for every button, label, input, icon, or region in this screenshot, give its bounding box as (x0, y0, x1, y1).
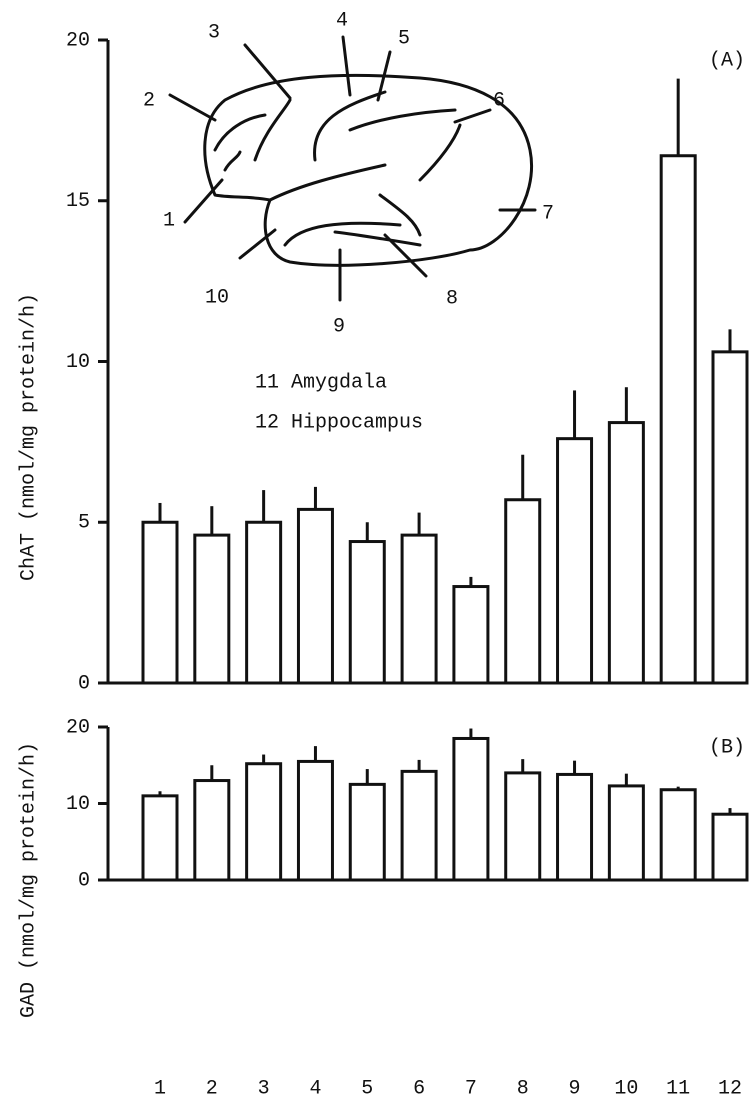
bar (193, 533, 231, 685)
region-number: 2 (143, 89, 155, 112)
region-number: 7 (542, 202, 554, 225)
x-tick-label: 10 (614, 1077, 638, 1100)
x-tick-label: 4 (309, 1077, 321, 1100)
x-tick-label: 5 (361, 1077, 373, 1100)
y-axis-label: ChAT (nmol/mg protein/h) (17, 293, 40, 581)
bar (296, 759, 334, 882)
y-tick-label: 5 (78, 512, 90, 535)
region-number: 5 (398, 27, 410, 50)
bar (296, 507, 334, 685)
x-tick-label: 1 (154, 1077, 166, 1100)
bar (607, 784, 645, 882)
y-tick-label: 15 (66, 190, 90, 213)
panel-label: (B) (709, 736, 745, 759)
bar (245, 520, 283, 685)
bar (193, 779, 231, 882)
x-tick-label: 2 (206, 1077, 218, 1100)
bar (504, 498, 542, 685)
region-number: 1 (163, 209, 175, 232)
bar (659, 788, 697, 882)
panel-label: (A) (709, 49, 745, 72)
bar (245, 762, 283, 882)
bar (141, 794, 179, 882)
y-tick-label: 20 (66, 29, 90, 52)
x-tick-label: 6 (413, 1077, 425, 1100)
bar (711, 812, 749, 882)
brain-sulci (213, 90, 462, 247)
bar (659, 154, 697, 685)
region-number: 3 (208, 21, 220, 44)
x-tick-label: 8 (517, 1077, 529, 1100)
bar (400, 769, 438, 882)
y-axis-label: GAD (nmol/mg protein/h) (17, 742, 40, 1018)
legend-text: 11 Amygdala (255, 371, 387, 394)
bar (348, 782, 386, 882)
x-tick-label: 3 (258, 1077, 270, 1100)
region-number: 6 (493, 89, 505, 112)
x-tick-label: 7 (465, 1077, 477, 1100)
bar (348, 540, 386, 685)
bar (711, 350, 749, 685)
bar (452, 736, 490, 882)
region-number: 10 (205, 286, 229, 309)
bar (504, 771, 542, 882)
bar (452, 585, 490, 685)
x-tick-label: 9 (569, 1077, 581, 1100)
y-tick-label: 10 (66, 351, 90, 374)
x-tick-label: 11 (666, 1077, 690, 1100)
x-tick-label: 12 (718, 1077, 742, 1100)
y-tick-label: 0 (78, 869, 90, 892)
bar (400, 533, 438, 685)
legend-text: 12 Hippocampus (255, 411, 423, 434)
bar (556, 772, 594, 882)
brain-diagram: 1 2 3 4 5 6 7 8 9 10 11 Amygdala 12 Hipp… (143, 9, 554, 434)
bar (607, 421, 645, 685)
y-tick-label: 0 (78, 672, 90, 695)
y-tick-label: 10 (66, 793, 90, 816)
bar (141, 520, 179, 685)
y-tick-label: 20 (66, 716, 90, 739)
brain-outline (203, 73, 533, 267)
region-number: 9 (333, 315, 345, 338)
bar (556, 437, 594, 685)
region-number: 8 (446, 287, 458, 310)
leader-lines (168, 35, 537, 302)
region-number: 4 (336, 9, 348, 32)
